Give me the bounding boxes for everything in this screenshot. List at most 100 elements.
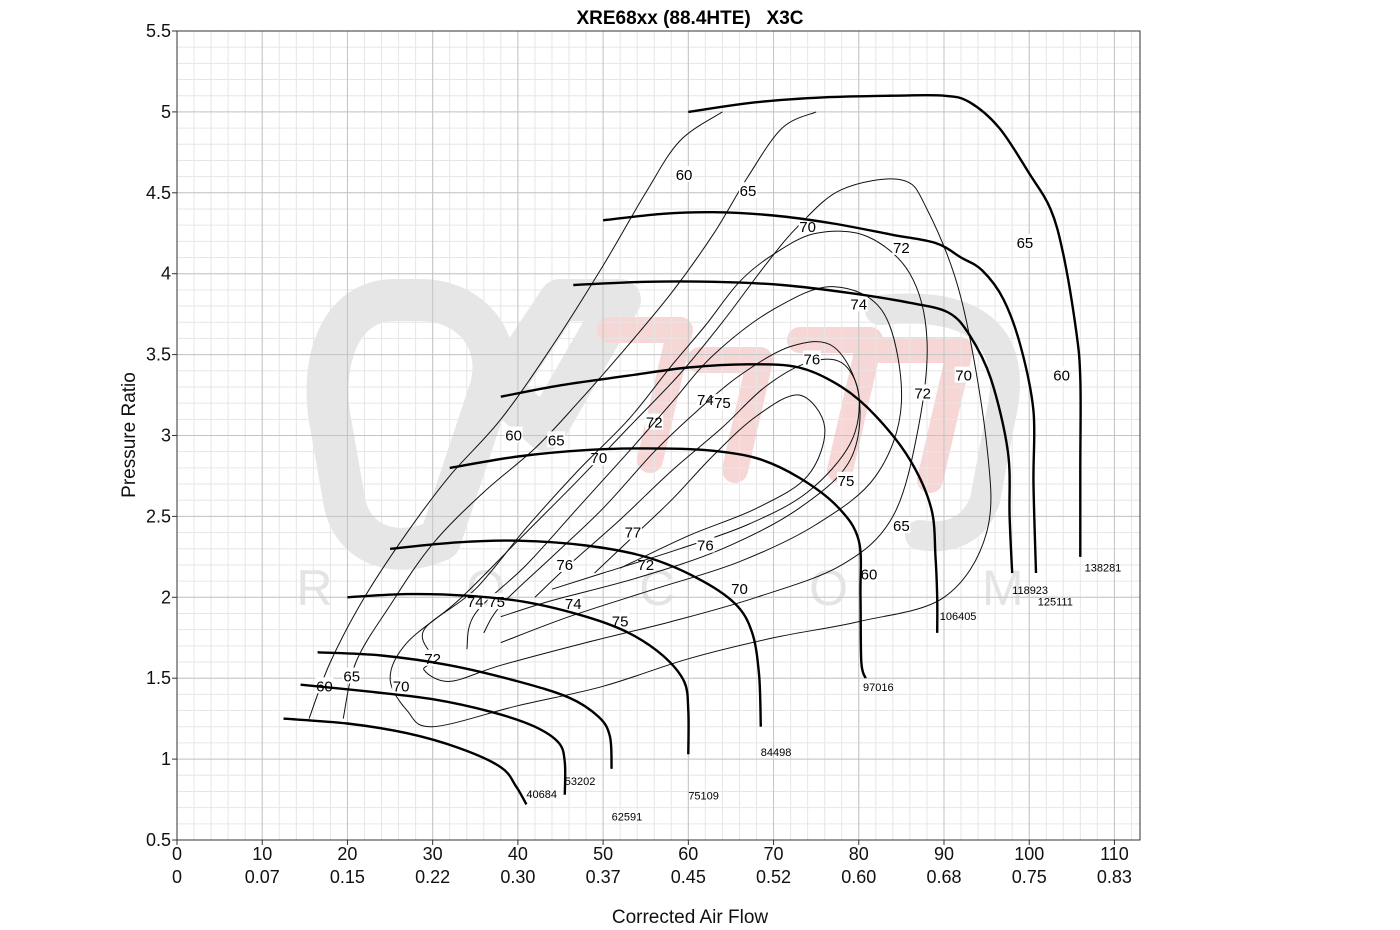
efficiency-label-bg bbox=[802, 350, 821, 367]
efficiency-label-74: 74 bbox=[850, 296, 867, 313]
y-tick-label: 4 bbox=[161, 264, 171, 284]
efficiency-label-70: 70 bbox=[955, 368, 972, 385]
efficiency-label-76: 76 bbox=[804, 351, 821, 368]
efficiency-label-bg bbox=[504, 426, 523, 443]
x-secondary-tick-label: 0.75 bbox=[1012, 867, 1047, 887]
efficiency-label-bg bbox=[798, 217, 817, 234]
efficiency-label-bg bbox=[636, 555, 655, 572]
efficiency-label-75: 75 bbox=[838, 473, 855, 490]
efficiency-label-bg bbox=[892, 238, 911, 255]
speed-label-125111: 125111 bbox=[1038, 596, 1073, 608]
efficiency-label-72: 72 bbox=[914, 385, 931, 402]
efficiency-label-bg bbox=[836, 471, 855, 488]
y-tick-label: 3.5 bbox=[146, 345, 171, 365]
efficiency-label-65: 65 bbox=[343, 669, 360, 686]
x-secondary-tick-label: 0 bbox=[172, 867, 182, 887]
efficiency-label-70: 70 bbox=[393, 678, 410, 695]
x-tick-label: 40 bbox=[508, 844, 528, 864]
efficiency-label-60: 60 bbox=[505, 428, 522, 445]
efficiency-label-bg bbox=[315, 677, 334, 694]
x-secondary-tick-label: 0.37 bbox=[586, 867, 621, 887]
efficiency-label-74: 74 bbox=[467, 594, 484, 611]
efficiency-label-60: 60 bbox=[861, 567, 878, 584]
y-tick-label: 4.5 bbox=[146, 183, 171, 203]
speed-line-75109 bbox=[347, 592, 690, 755]
speed-line-53202 bbox=[300, 683, 567, 795]
efficiency-line-65 bbox=[342, 111, 817, 719]
watermark-text: R O C O M bbox=[296, 560, 1083, 616]
efficiency-label-65: 65 bbox=[548, 432, 565, 449]
speed-label-138281: 138281 bbox=[1085, 562, 1122, 574]
efficiency-label-74: 74 bbox=[565, 596, 582, 613]
y-tick-label: 2 bbox=[161, 587, 171, 607]
efficiency-label-bg bbox=[859, 565, 878, 582]
x-secondary-tick-label: 0.30 bbox=[500, 867, 535, 887]
efficiency-label-75: 75 bbox=[714, 395, 731, 412]
speed-label-62591: 62591 bbox=[612, 812, 643, 824]
efficiency-label-77: 77 bbox=[625, 525, 642, 542]
efficiency-line-77 bbox=[594, 394, 826, 574]
efficiency-label-70: 70 bbox=[799, 219, 816, 236]
y-tick-label: 0.5 bbox=[146, 830, 171, 850]
efficiency-line-70 bbox=[389, 178, 992, 728]
efficiency-label-70: 70 bbox=[591, 450, 608, 467]
y-tick-label: 2.5 bbox=[146, 506, 171, 526]
efficiency-label-bg bbox=[696, 390, 715, 407]
x-tick-label: 70 bbox=[764, 844, 784, 864]
efficiency-label-bg bbox=[675, 166, 694, 183]
efficiency-label-bg bbox=[738, 182, 757, 199]
x-secondary-tick-label: 0.60 bbox=[841, 867, 876, 887]
watermark-logo-red bbox=[597, 317, 973, 493]
efficiency-label-bg bbox=[555, 555, 574, 572]
efficiency-line-75 bbox=[483, 341, 861, 634]
efficiency-label-bg bbox=[954, 366, 973, 383]
y-tick-label: 1.5 bbox=[146, 668, 171, 688]
efficiency-label-bg bbox=[342, 667, 361, 684]
speed-line-106405 bbox=[500, 363, 939, 633]
efficiency-line-72 bbox=[421, 230, 928, 682]
efficiency-label-65: 65 bbox=[893, 518, 910, 535]
x-tick-label: 10 bbox=[252, 844, 272, 864]
x-secondary-tick-label: 0.68 bbox=[926, 867, 961, 887]
efficiency-line-74 bbox=[466, 286, 903, 650]
x-tick-label: 60 bbox=[678, 844, 698, 864]
speed-line-118923 bbox=[573, 280, 1014, 574]
efficiency-label-65: 65 bbox=[740, 183, 757, 200]
x-secondary-tick-label: 0.15 bbox=[330, 867, 365, 887]
chart-title: XRE68xx (88.4HTE) X3C bbox=[576, 8, 803, 29]
speed-label-106405: 106405 bbox=[940, 611, 977, 623]
x-secondary-tick-label: 0.83 bbox=[1097, 867, 1132, 887]
x-tick-label: 100 bbox=[1014, 844, 1044, 864]
axes: 0 0 10 0.07 20 0.15 30 0.22 40 0.30 50 0.37 60 0.45 70… bbox=[146, 21, 1141, 887]
efficiency-label-bg bbox=[892, 517, 911, 534]
x-tick-label: 90 bbox=[934, 844, 954, 864]
watermark-logo-shape bbox=[306, 279, 641, 570]
efficiency-label-bg bbox=[713, 394, 732, 411]
speed-line-125111 bbox=[602, 210, 1038, 574]
efficiency-label-bg bbox=[623, 523, 642, 540]
efficiency-label-60: 60 bbox=[1053, 368, 1070, 385]
speed-line-62591 bbox=[317, 651, 613, 769]
x-secondary-tick-label: 0.52 bbox=[756, 867, 791, 887]
efficiency-label-bg bbox=[696, 536, 715, 553]
efficiency-label-72: 72 bbox=[893, 240, 910, 257]
speed-line-84498 bbox=[389, 539, 762, 727]
speed-line-40684 bbox=[283, 717, 528, 805]
speed-lines: 40684 53202 62591 75109 84498 97016 106405 1189… bbox=[283, 93, 1122, 824]
y-tick-label: 1 bbox=[161, 749, 171, 769]
efficiency-label-bg bbox=[392, 677, 411, 694]
efficiency-label-76: 76 bbox=[556, 557, 573, 574]
speed-label-84498: 84498 bbox=[761, 747, 792, 759]
efficiency-label-bg bbox=[849, 295, 868, 312]
speed-label-40684: 40684 bbox=[526, 789, 557, 801]
x-secondary-tick-label: 0.45 bbox=[671, 867, 706, 887]
speed-label-118923: 118923 bbox=[1012, 585, 1048, 597]
efficiency-label-72: 72 bbox=[424, 651, 441, 668]
efficiency-label-65: 65 bbox=[1017, 235, 1034, 252]
efficiency-label-bg bbox=[611, 612, 630, 629]
efficiency-label-bg bbox=[1015, 233, 1034, 250]
x-secondary-tick-label: 0.22 bbox=[415, 867, 450, 887]
y-tick-label: 3 bbox=[161, 426, 171, 446]
efficiency-label-bg bbox=[589, 449, 608, 466]
